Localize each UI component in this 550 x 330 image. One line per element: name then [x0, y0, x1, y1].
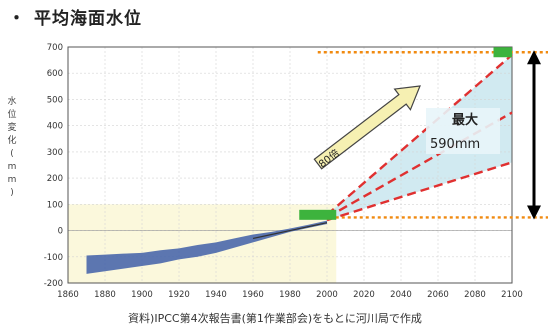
x-tick-label: 1920: [168, 290, 190, 300]
x-tick-label: 2080: [464, 290, 486, 300]
y-axis-label-char: m: [7, 175, 17, 185]
y-axis-label-char: m: [7, 162, 17, 172]
x-tick-label: 2060: [427, 290, 449, 300]
y-axis-label-char: (: [10, 149, 14, 159]
x-tick-label: 2020: [353, 290, 375, 300]
x-tick-label: 1980: [279, 290, 301, 300]
y-axis-label-char: ): [10, 188, 14, 198]
y-tick-label: 400: [47, 122, 63, 132]
x-tick-label: 2100: [501, 290, 523, 300]
x-tick-label: 2040: [390, 290, 412, 300]
range-annotation-bg: [426, 108, 500, 154]
x-tick-label: 1960: [242, 290, 264, 300]
x-tick-label: 1880: [94, 290, 116, 300]
y-tick-label: -100: [44, 253, 63, 263]
historical-period-shade: [68, 204, 337, 283]
y-tick-label: 300: [47, 148, 63, 158]
y-tick-label: 100: [47, 200, 63, 210]
observed-sea-level-band: [86, 220, 327, 274]
observed-trend-line: [252, 222, 328, 240]
y-axis-label-char: 水: [7, 97, 17, 107]
x-tick-label: 2000: [316, 290, 338, 300]
y-axis-label-char: 位: [7, 110, 17, 120]
y-tick-label: 200: [47, 174, 63, 184]
y-axis-label-char: 変: [7, 123, 17, 133]
range-label: 最大: [452, 112, 478, 128]
range-arrow-head-bottom: [527, 205, 541, 220]
x-tick-label: 1860: [57, 290, 79, 300]
y-tick-label: 700: [47, 43, 63, 53]
x-tick-label: 1900: [131, 290, 153, 300]
y-tick-label: 500: [47, 95, 63, 105]
y-tick-label: 0: [58, 227, 63, 237]
heading-bullet: ・: [8, 9, 26, 29]
plot-frame: [67, 46, 513, 284]
source-caption: 資料)IPCC第4次報告書(第1作業部会)をもとに河川局で作成: [128, 312, 422, 325]
green-marker-bar: [299, 209, 337, 220]
increase-arrow: [313, 85, 421, 170]
y-axis-label-char: 化: [7, 136, 17, 146]
green-marker-bar: [493, 47, 512, 58]
range-arrow-head-top: [527, 50, 541, 65]
y-tick-label: 600: [47, 69, 63, 79]
projection-line: [326, 161, 513, 222]
chart-heading: ・平均海面水位: [8, 4, 142, 29]
x-tick-label: 1940: [205, 290, 227, 300]
projection-line: [326, 53, 513, 216]
y-tick-label: -200: [44, 279, 63, 289]
projection-line: [326, 111, 513, 219]
heading-text: 平均海面水位: [34, 9, 142, 29]
y-axis-label: 水位変化 ( m m): [6, 96, 18, 200]
range-value: 590mm: [430, 137, 480, 152]
